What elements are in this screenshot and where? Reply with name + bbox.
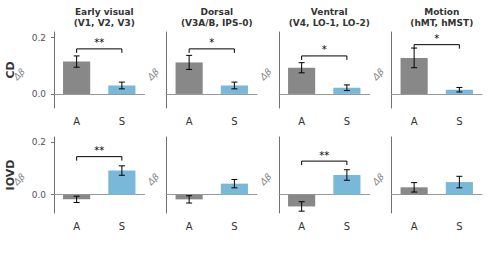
svg-text:0.2: 0.2 xyxy=(32,137,46,147)
svg-text:**: ** xyxy=(319,150,329,161)
svg-text:Δβ: Δβ xyxy=(370,66,386,82)
svg-text:S: S xyxy=(344,221,350,232)
svg-text:Δβ: Δβ xyxy=(257,66,273,82)
svg-text:(V1, V2, V3): (V1, V2, V3) xyxy=(74,18,135,28)
svg-text:**: ** xyxy=(94,145,104,156)
svg-text:Δβ: Δβ xyxy=(11,171,27,187)
svg-text:**: ** xyxy=(94,37,104,48)
svg-text:IOVD: IOVD xyxy=(4,160,17,191)
svg-text:Early visual: Early visual xyxy=(75,7,134,17)
svg-text:*: * xyxy=(434,33,439,44)
svg-text:Δβ: Δβ xyxy=(145,171,161,187)
svg-text:A: A xyxy=(411,116,418,127)
svg-text:0.0: 0.0 xyxy=(32,89,47,99)
svg-text:(V3A/B, IPS-0): (V3A/B, IPS-0) xyxy=(181,18,253,28)
svg-text:S: S xyxy=(119,221,125,232)
svg-text:0.0: 0.0 xyxy=(32,190,47,200)
svg-text:Motion: Motion xyxy=(424,7,459,17)
svg-text:A: A xyxy=(411,221,418,232)
svg-text:Δβ: Δβ xyxy=(370,171,386,187)
svg-text:Dorsal: Dorsal xyxy=(200,7,233,17)
svg-text:A: A xyxy=(298,116,305,127)
svg-text:A: A xyxy=(73,116,80,127)
svg-text:S: S xyxy=(231,221,237,232)
svg-text:A: A xyxy=(298,221,305,232)
svg-text:Δβ: Δβ xyxy=(145,66,161,82)
svg-text:S: S xyxy=(344,116,350,127)
svg-text:S: S xyxy=(456,221,462,232)
svg-text:S: S xyxy=(456,116,462,127)
svg-text:Δβ: Δβ xyxy=(11,66,27,82)
svg-text:S: S xyxy=(231,116,237,127)
svg-text:(hMT, hMST): (hMT, hMST) xyxy=(410,18,473,28)
svg-text:(V4, LO-1, LO-2): (V4, LO-1, LO-2) xyxy=(289,18,370,28)
svg-text:Ventral: Ventral xyxy=(311,7,348,17)
svg-text:0.2: 0.2 xyxy=(32,33,46,43)
svg-text:Δβ: Δβ xyxy=(257,171,273,187)
svg-text:A: A xyxy=(186,221,193,232)
svg-text:A: A xyxy=(186,116,193,127)
svg-text:S: S xyxy=(119,116,125,127)
svg-text:*: * xyxy=(209,37,214,48)
svg-text:CD: CD xyxy=(3,61,17,79)
svg-text:*: * xyxy=(322,44,327,55)
svg-text:A: A xyxy=(73,221,80,232)
